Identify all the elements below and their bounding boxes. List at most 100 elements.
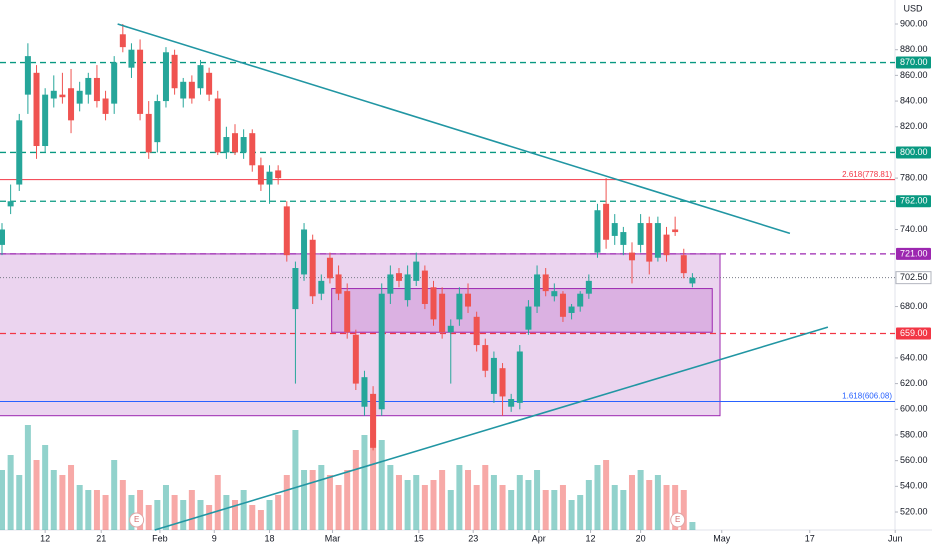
candle-body bbox=[525, 306, 532, 330]
candle-body bbox=[689, 277, 696, 284]
candle-body bbox=[628, 252, 635, 261]
candle-body bbox=[257, 165, 264, 185]
x-tick-label: 17 bbox=[805, 533, 815, 543]
volume-bar bbox=[611, 485, 618, 530]
volume-bar bbox=[646, 480, 653, 530]
volume-bar bbox=[482, 465, 489, 530]
candle-body bbox=[646, 223, 653, 262]
x-tick-label: Jun bbox=[888, 533, 903, 543]
currency: USD bbox=[903, 3, 923, 13]
volume-bar bbox=[102, 495, 109, 530]
candle-body bbox=[214, 98, 221, 153]
candle-body bbox=[378, 293, 385, 410]
volume-bar bbox=[171, 495, 178, 530]
volume-bar bbox=[24, 425, 31, 530]
candle-body bbox=[249, 133, 256, 166]
volume-bar bbox=[473, 485, 480, 530]
volume-bar bbox=[76, 485, 83, 530]
candle-body bbox=[568, 306, 575, 313]
candle-body bbox=[119, 34, 126, 48]
candle-body bbox=[465, 293, 472, 307]
volume-bar bbox=[387, 465, 394, 530]
volume-bar bbox=[309, 470, 316, 530]
y-tick-label: 880.00 bbox=[900, 44, 928, 54]
volume-bar bbox=[395, 475, 402, 530]
volume-bar bbox=[0, 470, 5, 530]
candle-body bbox=[188, 81, 195, 99]
volume-bar bbox=[585, 480, 592, 530]
candle-body bbox=[137, 49, 144, 114]
x-tick-label: Mar bbox=[325, 533, 341, 543]
candle-body bbox=[232, 133, 239, 153]
volume-bar bbox=[111, 460, 118, 530]
candle-body bbox=[361, 377, 368, 407]
candle-body bbox=[456, 293, 463, 320]
volume-bar bbox=[465, 470, 472, 530]
volume-bar bbox=[240, 490, 247, 530]
candle-body bbox=[559, 293, 566, 317]
volume-bar bbox=[637, 470, 644, 530]
volume-bar bbox=[654, 475, 661, 530]
volume-bar bbox=[344, 470, 351, 530]
x-tick-label: 15 bbox=[414, 533, 424, 543]
volume-bar bbox=[249, 505, 256, 530]
level-label: 870.00 bbox=[900, 57, 928, 67]
zone-box bbox=[0, 253, 721, 417]
level-label: 721.00 bbox=[900, 248, 928, 258]
candle-body bbox=[603, 203, 610, 240]
volume-bar bbox=[439, 470, 446, 530]
y-tick-label: 580.00 bbox=[900, 429, 928, 439]
candle-body bbox=[301, 229, 308, 275]
volume-bar bbox=[603, 460, 610, 530]
candle-body bbox=[654, 223, 661, 258]
candle-body bbox=[283, 206, 290, 256]
candle-body bbox=[611, 223, 618, 236]
price-label-bg bbox=[895, 271, 932, 285]
candle-body bbox=[24, 56, 31, 95]
volume-bar bbox=[93, 490, 100, 530]
candle-body bbox=[50, 90, 57, 99]
price-label-bg bbox=[896, 195, 931, 208]
volume-bar bbox=[577, 495, 584, 530]
volume-bar bbox=[266, 500, 273, 530]
volume-bar bbox=[542, 490, 549, 530]
candle-body bbox=[162, 52, 169, 102]
volume-bar bbox=[283, 475, 290, 530]
candle-body bbox=[439, 293, 446, 333]
candle-body bbox=[490, 357, 497, 394]
volume-bar bbox=[275, 495, 282, 530]
candle-body bbox=[680, 255, 687, 274]
candle-body bbox=[594, 210, 601, 253]
candle-body bbox=[672, 229, 679, 233]
candle-body bbox=[370, 393, 377, 448]
volume-bar bbox=[672, 485, 679, 530]
candle-body bbox=[577, 293, 584, 307]
candle-body bbox=[387, 274, 394, 294]
candle-body bbox=[344, 291, 351, 333]
volume-bar bbox=[206, 505, 213, 530]
candle-body bbox=[240, 137, 247, 153]
candle-body bbox=[309, 239, 316, 297]
volume-bar bbox=[594, 465, 601, 530]
level-label: 762.00 bbox=[900, 196, 928, 206]
volume-bar bbox=[7, 455, 14, 530]
volume-bar bbox=[301, 470, 308, 530]
x-tick-label: 12 bbox=[40, 533, 50, 543]
candle-body bbox=[421, 270, 428, 304]
volume-bar bbox=[508, 490, 515, 530]
candle-body bbox=[145, 113, 152, 153]
candle-body bbox=[551, 291, 558, 297]
candle-body bbox=[42, 94, 49, 147]
volume-bar bbox=[318, 465, 325, 530]
x-tick-label: 21 bbox=[96, 533, 106, 543]
volume-bar bbox=[188, 490, 195, 530]
volume-bar bbox=[370, 415, 377, 530]
x-tick-label: 23 bbox=[468, 533, 478, 543]
volume-bar bbox=[689, 522, 696, 530]
candle-body bbox=[180, 81, 187, 99]
volume-bar bbox=[568, 500, 575, 530]
y-tick-label: 900.00 bbox=[900, 18, 928, 28]
volume-bar bbox=[154, 500, 161, 530]
